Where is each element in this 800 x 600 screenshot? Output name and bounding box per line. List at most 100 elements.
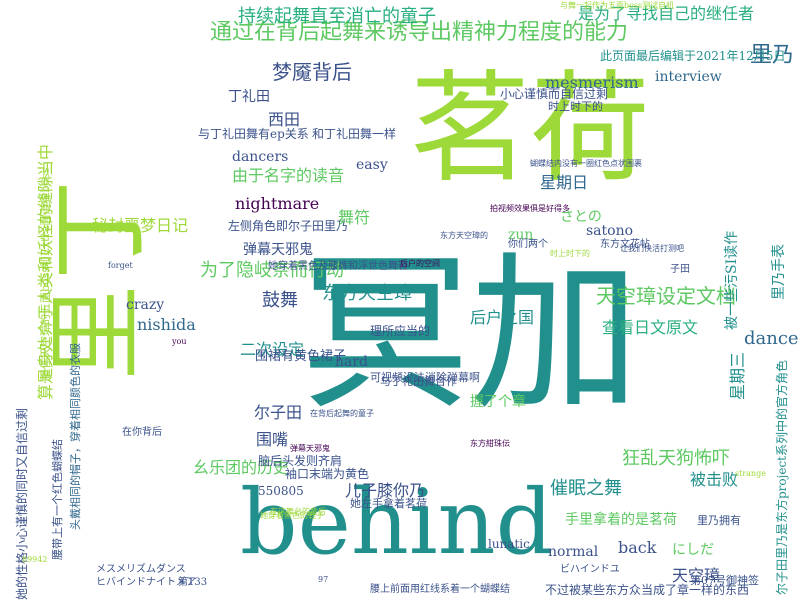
cloud-word-small: 弹幕天邪鬼: [290, 444, 330, 453]
cloud-word: 里乃拥有: [697, 514, 741, 527]
cloud-word: にしだ: [672, 542, 714, 558]
cloud-word: 围裙有黄色裙子: [255, 349, 347, 364]
cloud-word: 被击败: [690, 470, 739, 489]
cloud-word: ビハインドユ: [560, 564, 620, 575]
cloud-word: ヒバインドナイトメア: [96, 577, 196, 588]
cloud-word: satono: [586, 223, 634, 239]
cloud-word-small: 时上时下的: [550, 249, 590, 258]
cloud-word: 催眠之舞: [550, 478, 622, 499]
cloud-word: crazy: [126, 297, 165, 313]
cloud-word: 袖口末端为黄色: [285, 467, 370, 481]
cloud-word: 在你背后: [122, 427, 162, 438]
cloud-word: 可视频没法消除弹幕啊: [370, 371, 480, 384]
cloud-word: normal: [548, 544, 599, 560]
cloud-word-small: 蝴蝶结内没有一圈红色点状围裹: [530, 159, 642, 168]
cloud-word: 第07号御神签: [690, 574, 759, 587]
cloud-word: easy: [356, 157, 388, 173]
cloud-word-small: 与舞一起作为五面boss测试自机: [560, 1, 675, 10]
cloud-word: 天空璋设定文档: [596, 284, 736, 308]
cloud-word: 她的性格小心谨慎的同时又自信过剩: [15, 407, 29, 600]
cloud-word: 狂乱天狗怖吓: [622, 448, 730, 469]
cloud-word: 里乃手表: [771, 244, 787, 300]
cloud-word: 尔子田里乃是东方project系列中的官方角色: [775, 359, 789, 595]
cloud-word-small: 在这舞台的背后: [270, 507, 326, 516]
cloud-word: 为了隐岐奈而行动: [200, 260, 344, 281]
cloud-word: 握了个章: [470, 394, 526, 410]
cloud-word: 星期日: [540, 173, 589, 192]
cloud-word: 由于名字的读音: [232, 166, 345, 185]
cloud-word: 与丁礼田舞有ep关系: [198, 127, 309, 141]
cloud-word: 时上时下的: [548, 100, 603, 113]
cloud-word: 西田: [268, 110, 301, 129]
cloud-word: 丁礼田: [228, 89, 270, 105]
cloud-word: mesmerism: [545, 73, 639, 92]
cloud-word: さとの: [560, 209, 602, 225]
cloud-word-small: 拍视频效果俱是好得多: [490, 204, 570, 213]
cloud-word: 后户之国: [470, 308, 535, 327]
cloud-word: 儿子膝你乃: [345, 481, 426, 500]
cloud-word: nightmare: [235, 194, 320, 213]
cloud-word: 小心谨慎而自信过剩: [500, 87, 609, 101]
cloud-word: 查看日文原文: [602, 318, 699, 337]
cloud-word: 你们两个: [508, 239, 548, 250]
cloud-word-small: 她穿着黑色的鞋子: [260, 511, 324, 520]
cloud-word: 被一些污SI读作: [724, 230, 740, 330]
cloud-word: hard: [335, 354, 369, 370]
cloud-word: 里乃: [750, 43, 795, 68]
cloud-word: 左侧角色即尔子田里乃: [228, 219, 349, 233]
cloud-word: 担任天空璋的五面boss和Extra面道中boss: [39, 167, 52, 380]
cloud-word: 幺乐团的历史: [193, 458, 290, 477]
cloud-word: 通过在背后起舞来诱导出精神力程度的能力: [210, 20, 629, 45]
cloud-word: 子田: [670, 264, 690, 275]
cloud-word-small: 后户的空间: [400, 259, 440, 268]
cloud-word: 围嘴: [256, 430, 289, 449]
cloud-word: 第133: [178, 577, 208, 588]
cloud-word: 二次设定: [240, 340, 305, 359]
cloud-word-small: 东方紺珠伝: [470, 439, 510, 448]
cloud-word-small: 让我们快活打测吧: [620, 244, 684, 253]
cloud-word: 腰上前面用红线系着一个蝴蝶结: [370, 584, 510, 595]
cloud-word: 550805: [258, 484, 304, 498]
cloud-word: back: [618, 538, 657, 557]
cloud-word-small: you: [172, 337, 187, 346]
cloud-word-small: 89942: [22, 555, 48, 564]
cloud-word: 头戴相同的帽子，穿着相同颜色的衣服: [69, 343, 82, 530]
cloud-word-small: 97: [318, 575, 329, 584]
cloud-word: 和丁礼田舞一样: [312, 127, 397, 141]
cloud-word-small: strange: [735, 469, 766, 478]
cloud-word: 持续起舞直至消亡的童子: [238, 6, 436, 27]
cloud-word: 东方文花帖: [600, 239, 650, 250]
cloud-word: behind: [240, 470, 554, 575]
cloud-word: 星期三: [728, 351, 747, 400]
cloud-word: 茗荷: [410, 60, 650, 199]
cloud-word-small: forget: [108, 261, 133, 270]
cloud-word: lunatic: [488, 537, 530, 551]
cloud-word: 是为了寻找自己的继任者: [578, 4, 755, 23]
cloud-word: dancers: [232, 149, 289, 165]
cloud-word: dance: [744, 328, 799, 349]
cloud-word: nishida: [137, 315, 196, 334]
cloud-word: zun: [508, 227, 534, 243]
cloud-word: メスメリズムダンス: [96, 564, 186, 575]
cloud-word: 弹幕天邪鬼: [243, 242, 313, 258]
cloud-word-small: 东方天空璋的: [440, 231, 488, 240]
cloud-word: 尔子田: [254, 403, 303, 422]
cloud-word: 舞符: [338, 208, 371, 227]
cloud-word: 梦魇背后: [272, 60, 352, 84]
cloud-word: 理所应当的: [370, 324, 431, 338]
cloud-word: 鼓舞: [262, 290, 298, 311]
cloud-word: 脑后头发则齐肩: [258, 454, 343, 468]
cloud-word: 不过被某些东方众当成了章一样的东西: [545, 583, 750, 597]
cloud-word: 她穿着黑色及膝裤和浮世色舞鞋: [268, 261, 408, 272]
cloud-word: 与丁礼田舞合作: [380, 375, 457, 388]
cloud-word: interview: [655, 69, 722, 85]
cloud-word: 秘封噩梦日记: [92, 216, 189, 235]
cloud-word: 她左手拿着茗荷: [350, 497, 427, 510]
cloud-word: 此页面最后编辑于2021年12月5日: [600, 49, 786, 63]
cloud-word: 冥加: [300, 236, 641, 434]
cloud-word: 腰带上有一个红色蝴蝶结: [51, 439, 64, 560]
cloud-word: 天空璋: [672, 566, 721, 585]
cloud-word: 东方天空璋: [322, 283, 412, 304]
cloud-word-small: 在背后起舞的童子: [310, 409, 374, 418]
